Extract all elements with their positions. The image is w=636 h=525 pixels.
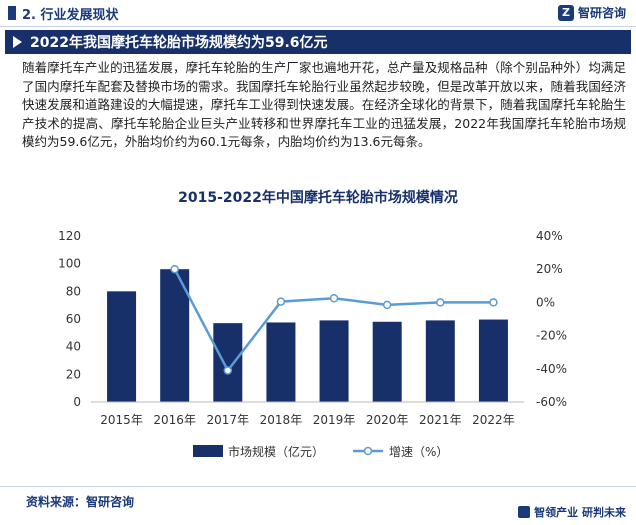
market-size-chart: 2015-2022年中国摩托车轮胎市场规模情况 020406080100120 … bbox=[58, 189, 567, 459]
bottom-divider bbox=[0, 486, 636, 487]
title-banner: 2022年我国摩托车轮胎市场规模约为59.6亿元 bbox=[5, 30, 631, 54]
bar bbox=[319, 320, 349, 402]
bar bbox=[213, 323, 243, 402]
line-point bbox=[276, 297, 286, 306]
line-point bbox=[436, 298, 445, 307]
right-axis: -60% -40% -20% 0% 20% 40% bbox=[536, 229, 567, 409]
x-tick-label: 2021年 bbox=[419, 413, 462, 427]
footer-logo-icon bbox=[518, 506, 531, 518]
bar bbox=[107, 291, 137, 402]
brand: Z 智研咨询 bbox=[557, 4, 626, 21]
description-paragraph: 随着摩托车产业的迅猛发展，摩托车轮胎的生产厂家也遍地开花，总产量及规格品种（除个… bbox=[22, 60, 626, 149]
left-tick-label: 0 bbox=[73, 395, 81, 409]
chart-container: 2015-2022年中国摩托车轮胎市场规模情况 0 20 40 60 80 100 120 … bbox=[5, 182, 631, 476]
line-series bbox=[170, 264, 498, 375]
legend-bar-swatch bbox=[193, 445, 223, 457]
left-axis: 0 20 40 60 80 100 120 bbox=[58, 229, 81, 409]
right-tick-label: -20% bbox=[536, 329, 567, 343]
right-tick-label: -60% bbox=[536, 395, 567, 409]
x-tick-label: 2020年 bbox=[366, 413, 409, 427]
bar bbox=[266, 322, 296, 402]
right-tick-label: 20% bbox=[536, 262, 563, 276]
legend-line-label: 增速（%） bbox=[389, 445, 448, 459]
right-tick-label: 0% bbox=[536, 295, 555, 309]
x-tick-label: 2019年 bbox=[313, 413, 356, 427]
bar bbox=[478, 319, 508, 402]
slogan-text: 智领产业 研判未来 bbox=[534, 506, 626, 519]
right-tick-label: 40% bbox=[536, 229, 563, 243]
left-tick-label: 120 bbox=[58, 229, 81, 243]
section-title: 2. 行业发展现状 bbox=[22, 7, 119, 23]
left-tick-label: 40 bbox=[66, 340, 81, 354]
line-point bbox=[170, 264, 179, 274]
legend-line-marker bbox=[363, 446, 373, 456]
footer-slogan: 智领产业 研判未来 bbox=[518, 504, 626, 520]
line-point bbox=[382, 300, 392, 310]
x-tick-label: 2017年 bbox=[207, 413, 250, 427]
x-tick-label: 2015年 bbox=[100, 413, 143, 427]
banner-title: 2022年我国摩托车轮胎市场规模约为59.6亿元 bbox=[30, 35, 328, 51]
line-point bbox=[223, 366, 233, 375]
data-source: 资料来源：智研咨询 bbox=[26, 495, 135, 509]
right-tick-label: -40% bbox=[536, 362, 567, 376]
top-divider bbox=[0, 26, 636, 27]
bar-series bbox=[107, 269, 508, 402]
x-axis: 2015年 2016年 2017年 2018年 2019年 2020年 2021年 2022年 bbox=[91, 401, 524, 427]
bar bbox=[372, 321, 402, 402]
bar bbox=[160, 269, 190, 402]
chart-legend: 市场规模（亿元） 增速（%） bbox=[193, 444, 448, 459]
left-tick-label: 100 bbox=[58, 257, 81, 271]
line-point bbox=[489, 298, 498, 307]
top-bar: 2. 行业发展现状 Z 智研咨询 bbox=[0, 0, 636, 26]
x-tick-label: 2016年 bbox=[153, 413, 196, 427]
left-tick-label: 80 bbox=[66, 284, 81, 298]
left-tick-label: 20 bbox=[66, 367, 81, 381]
brand-name: 智研咨询 bbox=[577, 6, 626, 20]
left-tick-label: 60 bbox=[66, 312, 81, 326]
bar bbox=[425, 320, 455, 402]
x-tick-label: 2018年 bbox=[260, 413, 303, 427]
x-tick-label: 2022年 bbox=[472, 413, 515, 427]
section-marker bbox=[8, 6, 16, 20]
legend-bar-label: 市场规模（亿元） bbox=[228, 444, 324, 459]
chart-title: 2015-2022年中国摩托车轮胎市场规模情况 bbox=[178, 189, 458, 206]
brand-logo-icon: Z bbox=[557, 4, 574, 21]
line-point bbox=[329, 294, 339, 303]
banner-arrow-icon bbox=[13, 36, 22, 48]
